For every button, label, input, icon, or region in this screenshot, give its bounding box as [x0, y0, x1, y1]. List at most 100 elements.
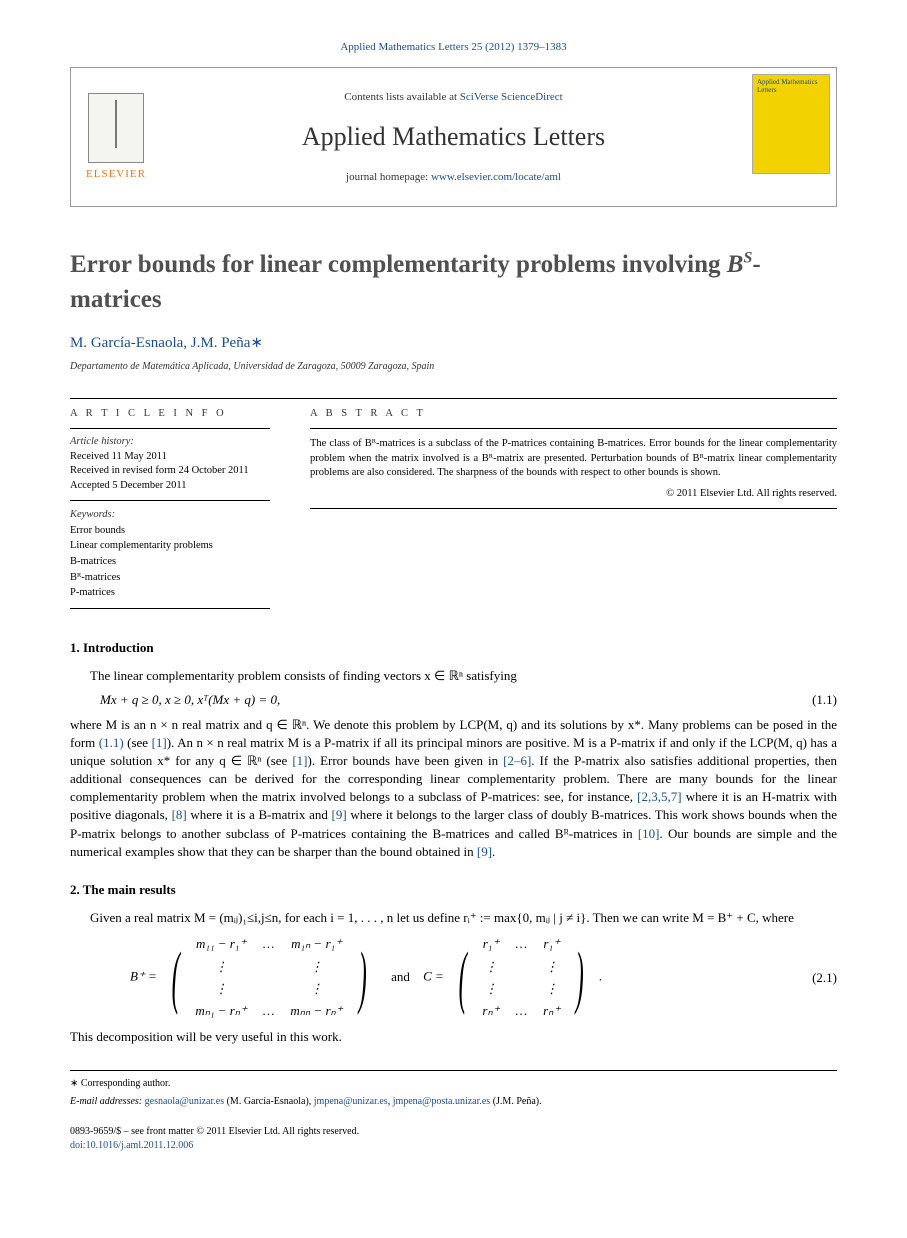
homepage-line: journal homepage: www.elsevier.com/locat…: [171, 170, 736, 185]
left-paren-icon: (: [172, 943, 180, 1013]
matrix-c-table: r₁⁺…r₁⁺ ⋮⋮ ⋮⋮ rₙ⁺…rₙ⁺: [474, 933, 568, 1022]
matrix-cell: m₁ₙ − r₁⁺: [282, 933, 350, 955]
journal-reference: Applied Mathematics Letters 25 (2012) 13…: [70, 40, 837, 55]
ref-link-1b[interactable]: [1]: [292, 753, 307, 768]
page: Applied Mathematics Letters 25 (2012) 13…: [0, 0, 907, 1183]
article-info-heading: A R T I C L E I N F O: [70, 399, 270, 429]
right-paren-icon: ): [358, 943, 366, 1013]
received-date: Received 11 May 2011: [70, 450, 270, 465]
email-label: E-mail addresses:: [70, 1096, 145, 1107]
keyword: P-matrices: [70, 586, 270, 601]
elsevier-logo: ELSEVIER: [71, 68, 161, 206]
eq-1-1-content: Mx + q ≥ 0, x ≥ 0, xᵀ(Mx + q) = 0,: [70, 691, 787, 709]
ref-link-2-6[interactable]: [2–6]: [503, 753, 531, 768]
matrix-cell: …: [255, 933, 283, 955]
corresponding-star-link[interactable]: ∗: [250, 335, 263, 351]
matrix-cell: …: [508, 933, 536, 955]
bottom-meta: 0893-9659/$ – see front matter © 2011 El…: [70, 1125, 837, 1153]
left-paren-icon: (: [459, 943, 467, 1013]
keywords-label: Keywords:: [70, 508, 270, 523]
s2-p1: Given a real matrix M = (mᵢⱼ)₁≤i,j≤n, fo…: [70, 909, 837, 927]
email-link-1[interactable]: gesnaola@unizar.es: [145, 1096, 224, 1107]
abstract-text: The class of Bᴿ-matrices is a subclass o…: [310, 429, 837, 485]
matrix-cell: r₁⁺: [535, 933, 568, 955]
section-2-heading: 2. The main results: [70, 881, 837, 899]
matrix-cell: rₙ⁺: [535, 1000, 568, 1022]
and-text: and: [391, 969, 410, 984]
ref-link-8[interactable]: [8]: [172, 807, 187, 822]
email3-name: (J.M. Peña).: [490, 1096, 541, 1107]
journal-header-box: ELSEVIER Contents lists available at Sci…: [70, 67, 837, 207]
article-info-column: A R T I C L E I N F O Article history: R…: [70, 399, 270, 609]
elsevier-name: ELSEVIER: [86, 167, 146, 182]
matrix-cell: mₙₙ − rₙ⁺: [282, 1000, 350, 1022]
matrix-cell: ⋮: [282, 956, 350, 978]
corresponding-note: ∗ Corresponding author.: [70, 1077, 837, 1091]
matrix-cell: ⋮: [535, 978, 568, 1000]
cover-thumbnail: Applied Mathematics Letters: [746, 68, 836, 206]
matrix-b-label: B⁺ =: [130, 969, 157, 984]
affiliation: Departamento de Matemática Aplicada, Uni…: [70, 360, 837, 374]
cover-image: Applied Mathematics Letters: [752, 74, 830, 174]
s1-p2: where M is an n × n real matrix and q ∈ …: [70, 716, 837, 862]
ref-link-9b[interactable]: [9]: [477, 844, 492, 859]
header-center: Contents lists available at SciVerse Sci…: [161, 68, 746, 206]
matrix-b: ( m₁₁ − r₁⁺…m₁ₙ − r₁⁺ ⋮⋮ ⋮⋮ mₙ₁ − rₙ⁺…mₙ…: [164, 933, 374, 1022]
keywords-block: Keywords: Error bounds Linear complement…: [70, 501, 270, 609]
ref-link-9[interactable]: [9]: [332, 807, 347, 822]
matrix-cell: ⋮: [535, 956, 568, 978]
email-link-2[interactable]: jmpena@unizar.es: [314, 1096, 388, 1107]
right-paren-icon: ): [576, 943, 584, 1013]
keyword: Linear complementarity problems: [70, 539, 270, 554]
keyword: Bᴿ-matrices: [70, 571, 270, 586]
abstract-heading: A B S T R A C T: [310, 399, 837, 429]
journal-name: Applied Mathematics Letters: [171, 119, 736, 155]
matrix-cell: …: [255, 1000, 283, 1022]
s1-p2b: (see: [124, 735, 152, 750]
homepage-link[interactable]: www.elsevier.com/locate/aml: [431, 171, 561, 183]
accepted-date: Accepted 5 December 2011: [70, 479, 270, 494]
equation-2-1: B⁺ = ( m₁₁ − r₁⁺…m₁ₙ − r₁⁺ ⋮⋮ ⋮⋮ mₙ₁ − r…: [70, 933, 837, 1022]
ref-link-1[interactable]: [1]: [152, 735, 167, 750]
matrix-c-label: C =: [423, 969, 444, 984]
doi-label: doi:: [70, 1140, 86, 1151]
ref-link-2357[interactable]: [2,3,5,7]: [637, 789, 681, 804]
doi-link[interactable]: 10.1016/j.aml.2011.12.006: [86, 1140, 194, 1151]
ref-link-eq11[interactable]: (1.1): [99, 735, 124, 750]
abstract-copyright: © 2011 Elsevier Ltd. All rights reserved…: [310, 487, 837, 509]
abstract-column: A B S T R A C T The class of Bᴿ-matrices…: [310, 399, 837, 609]
s1-p2j: .: [492, 844, 495, 859]
matrix-cell: ⋮: [474, 978, 507, 1000]
matrix-cell: ⋮: [474, 956, 507, 978]
email1-name: (M. García-Esnaola),: [224, 1096, 314, 1107]
authors: M. García-Esnaola, J.M. Peña∗: [70, 333, 837, 354]
email-line: E-mail addresses: gesnaola@unizar.es (M.…: [70, 1095, 837, 1109]
contents-line: Contents lists available at SciVerse Sci…: [171, 90, 736, 105]
matrix-cell: ⋮: [187, 978, 254, 1000]
doi-line: doi:10.1016/j.aml.2011.12.006: [70, 1139, 837, 1153]
matrix-cell: ⋮: [282, 978, 350, 1000]
s1-p2d: ). Error bounds have been given in: [308, 753, 504, 768]
email-link-3[interactable]: jmpena@posta.unizar.es: [393, 1096, 491, 1107]
title-sym: B: [727, 251, 744, 278]
keyword: B-matrices: [70, 555, 270, 570]
sciencedirect-link[interactable]: SciVerse ScienceDirect: [460, 91, 563, 103]
s1-p2g: where it is a B-matrix and: [187, 807, 332, 822]
matrix-b-table: m₁₁ − r₁⁺…m₁ₙ − r₁⁺ ⋮⋮ ⋮⋮ mₙ₁ − rₙ⁺…mₙₙ …: [187, 933, 350, 1022]
article-history-block: Article history: Received 11 May 2011 Re…: [70, 429, 270, 501]
eq-2-1-number: (2.1): [787, 969, 837, 987]
equation-1-1: Mx + q ≥ 0, x ≥ 0, xᵀ(Mx + q) = 0, (1.1): [70, 691, 837, 709]
eq-1-1-number: (1.1): [787, 691, 837, 709]
matrix-cell: rₙ⁺: [474, 1000, 507, 1022]
author-names: M. García-Esnaola, J.M. Peña: [70, 335, 250, 351]
footer-notes: ∗ Corresponding author. E-mail addresses…: [70, 1070, 837, 1109]
info-abstract-row: A R T I C L E I N F O Article history: R…: [70, 398, 837, 609]
contents-prefix: Contents lists available at: [344, 91, 459, 103]
title-sup: S: [743, 250, 752, 267]
s1-p1: The linear complementarity problem consi…: [70, 667, 837, 685]
matrix-cell: mₙ₁ − rₙ⁺: [187, 1000, 254, 1022]
matrix-cell: r₁⁺: [474, 933, 507, 955]
paper-title: Error bounds for linear complementarity …: [70, 247, 837, 317]
homepage-prefix: journal homepage:: [346, 171, 431, 183]
ref-link-10[interactable]: [10]: [638, 826, 660, 841]
